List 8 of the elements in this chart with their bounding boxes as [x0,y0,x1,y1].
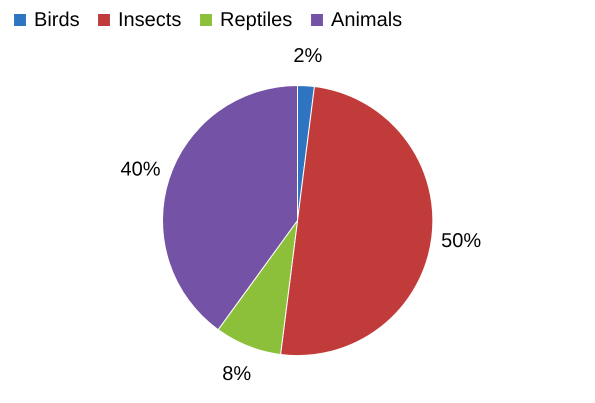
data-label: 2% [293,44,323,67]
legend-label: Reptiles [220,9,292,31]
data-label: 40% [120,158,161,181]
data-label: 50% [441,230,482,252]
data-label: 8% [222,362,252,385]
legend-label: Animals [331,9,402,31]
legend-label: Birds [34,9,80,31]
legend-label: Insects [118,9,182,31]
